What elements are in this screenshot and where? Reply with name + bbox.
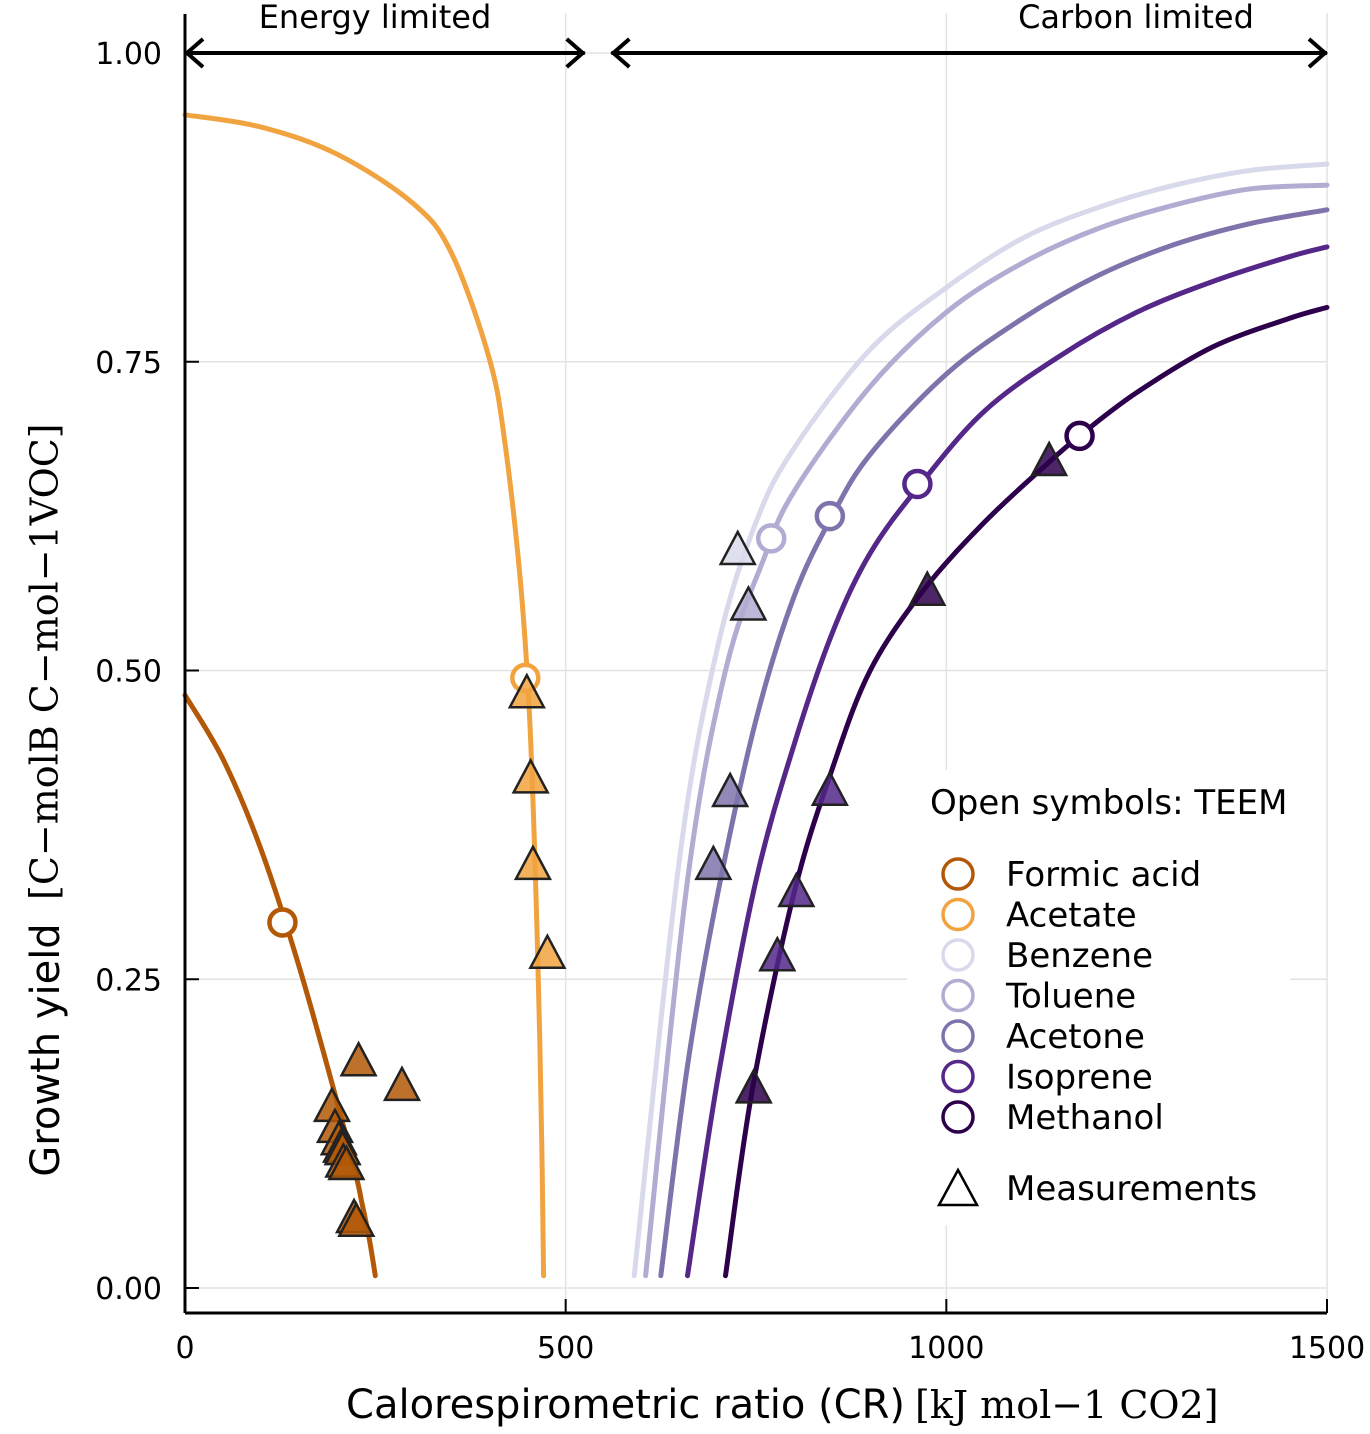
energy-limited-arrow-head-left (183, 37, 205, 69)
acetate-measurement-marker (511, 757, 550, 794)
isoprene-measurement-marker (777, 871, 816, 908)
legend-acetone-marker (941, 1019, 975, 1053)
y-tick-label: 1.00 (95, 37, 162, 72)
carbon-limited-arrow-head-left (610, 37, 631, 69)
acetone-teem-marker (814, 500, 846, 532)
x-tick-label: 500 (537, 1331, 594, 1366)
formic-acid-curve (182, 692, 378, 1279)
legend-benzene-marker (941, 938, 975, 972)
methanol-teem-marker (1064, 420, 1095, 452)
x-tick-label: 0 (175, 1331, 194, 1366)
y-tick-label: 0.75 (95, 346, 162, 381)
series-curves (182, 112, 1330, 1279)
legend-acetone-label: Acetone (1006, 1017, 1145, 1057)
legend-toluene-label: Toluene (1005, 977, 1136, 1017)
tick-labels: 0 500 1000 1500 0.00 0.25 0.50 0.75 1.00 (95, 37, 1365, 1366)
acetate-measurement-marker (513, 844, 553, 881)
axes (183, 14, 1328, 1315)
benzene-curve (631, 161, 1330, 1279)
toluene-measurement-marker (729, 584, 768, 621)
isoprene-teem-marker (902, 468, 933, 500)
y-axis-title: Growth yield (23, 923, 69, 1176)
legend-measurement-marker (936, 1167, 980, 1207)
legend-isoprene-marker (941, 1059, 975, 1094)
legend-measurements-label: Measurements (1006, 1169, 1257, 1209)
formic-acid-measurement-marker (382, 1065, 422, 1102)
legend-items: Formic acidAcetateBenzeneTolueneAcetoneI… (941, 855, 1201, 1138)
formic-acid-measurement-marker (339, 1040, 378, 1077)
methanol-measurement-marker (1030, 440, 1069, 477)
formic-acid-measurement-marker (337, 1201, 376, 1238)
legend-methanol-marker (941, 1100, 975, 1134)
methanol-measurement-marker (734, 1067, 773, 1104)
y-tick-label: 0.50 (95, 655, 162, 690)
carbon-limited-label: Carbon limited (1018, 0, 1254, 36)
acetate-curve (182, 112, 547, 1279)
toluene-teem-marker (755, 523, 787, 554)
legend-methanol-label: Methanol (1006, 1098, 1164, 1138)
acetone-curve (658, 207, 1330, 1279)
y-tick-label: 0.00 (95, 1272, 162, 1307)
toluene-curve (643, 182, 1330, 1279)
legend-title: Open symbols: TEEM (930, 783, 1287, 823)
legend-acetate-marker (941, 897, 975, 932)
x-tick-label: 1500 (1289, 1331, 1365, 1366)
legend-isoprene-label: Isoprene (1006, 1058, 1153, 1098)
formic-acid-teem-marker (267, 907, 298, 938)
x-axis-unit: [kJ mol−1 CO2] (915, 1383, 1219, 1427)
x-axis-title: Calorespirometric ratio (CR) (346, 1382, 905, 1428)
measurement-markers (312, 440, 1069, 1238)
formic-acid-measurement-marker (327, 1144, 366, 1181)
acetone-measurement-marker (694, 844, 733, 881)
energy-limited-label: Energy limited (259, 0, 492, 36)
benzene-measurement-marker (718, 529, 757, 566)
legend-toluene-marker (941, 978, 975, 1013)
y-axis-unit: [C−molB C−mol−1VOC] (23, 423, 67, 900)
isoprene-curve (685, 244, 1330, 1279)
x-tick-label: 1000 (908, 1331, 984, 1366)
acetate-measurement-marker (507, 672, 546, 709)
acetone-measurement-marker (711, 771, 750, 808)
legend-formic-acid-marker (941, 857, 975, 891)
isoprene-measurement-marker (810, 770, 849, 807)
legend: Open symbols: TEEM Formic acidAcetateBen… (907, 770, 1290, 1225)
legend-acetate-label: Acetate (1006, 896, 1137, 936)
methanol-measurement-marker (908, 570, 947, 606)
isoprene-measurement-marker (758, 935, 797, 972)
y-tick-label: 0.25 (95, 963, 162, 998)
region-annotations: Energy limited Carbon limited (183, 0, 1329, 69)
carbon-limited-arrow-head-right (1307, 37, 1329, 69)
acetate-measurement-marker (528, 933, 567, 970)
energy-limited-arrow-head-right (565, 37, 586, 69)
legend-formic-acid-label: Formic acid (1006, 855, 1201, 895)
methanol-curve (723, 304, 1330, 1279)
legend-benzene-label: Benzene (1006, 936, 1153, 976)
